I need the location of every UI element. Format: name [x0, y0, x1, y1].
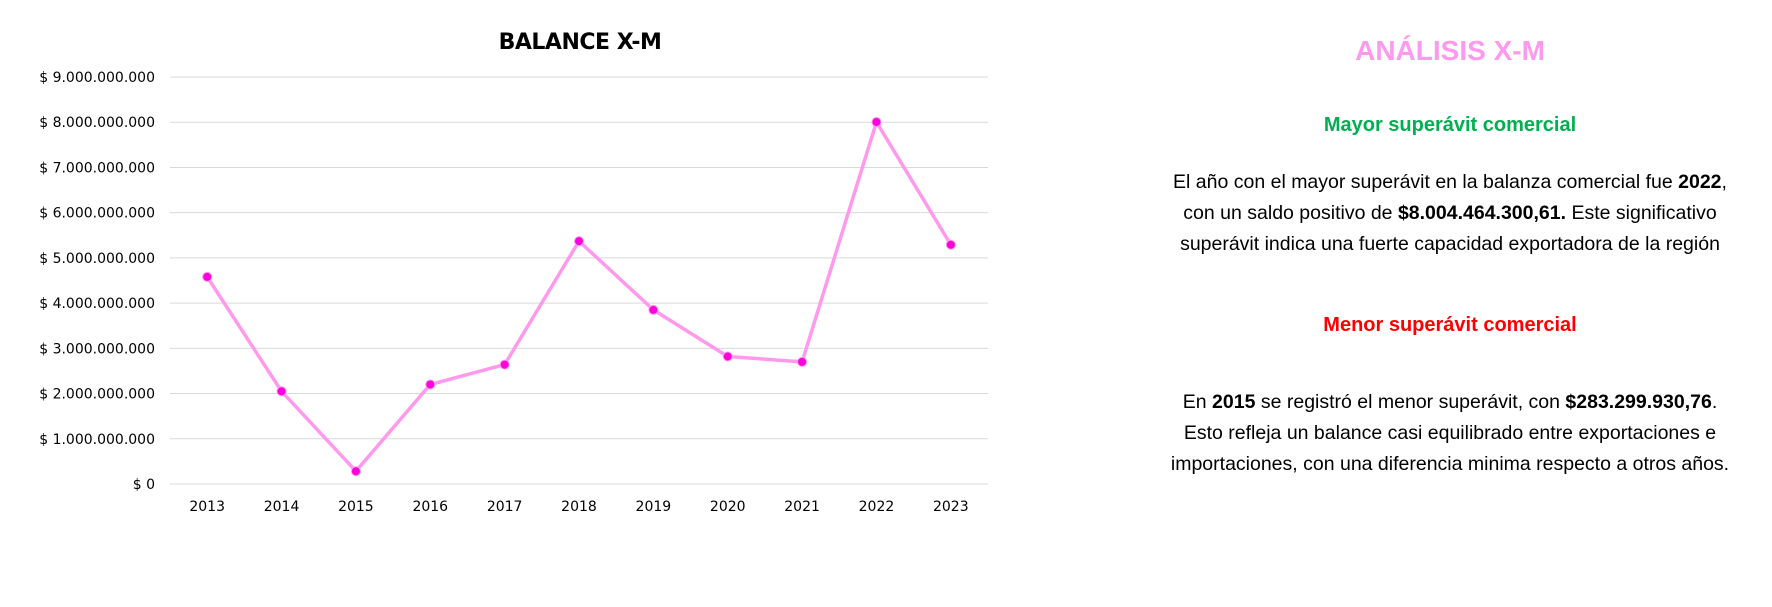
- x-tick-label: 2022: [859, 499, 895, 515]
- max-surplus-heading: Mayor superávit comercial: [1323, 114, 1577, 136]
- body-text: se registró el menor superávit, con: [1255, 391, 1566, 413]
- chart-title: BALANCE X-M: [498, 30, 662, 55]
- data-point: [945, 239, 956, 250]
- y-tick-label: $ 8.000.000.000: [39, 115, 155, 131]
- x-tick-label: 2020: [710, 499, 746, 515]
- x-axis-labels: 2013 2014 2015 2016 2017 2018 2019 2020 2021 2022…: [189, 499, 968, 515]
- x-tick-label: 2023: [933, 499, 969, 515]
- data-point: [722, 351, 733, 362]
- analysis-panel: ANÁLISIS X-M Mayor superávit comercial E…: [1150, 0, 1750, 607]
- x-tick-label: 2018: [561, 499, 597, 515]
- x-tick-label: 2016: [412, 499, 448, 515]
- highlight-value: $8.004.464.300,61.: [1397, 202, 1567, 224]
- max-surplus-text: El año con el mayor superávit en la bala…: [1165, 167, 1735, 260]
- min-surplus-heading: Menor superávit comercial: [1323, 314, 1577, 336]
- chart-panel: BALANCE X-M $ 0 $ 1.000.000.000 $ 2.000.00…: [39, 30, 988, 515]
- line-chart: $ 0 $ 1.000.000.000 $ 2.000.000.000 $ 3.000…: [39, 70, 988, 515]
- body-text: , con un saldo positivo de: [1183, 171, 1727, 224]
- y-tick-label: $ 0: [133, 477, 155, 493]
- body-text: Este significativo superávit indica una …: [1180, 202, 1720, 255]
- x-tick-label: 2015: [338, 499, 374, 515]
- grid-lines: [170, 76, 988, 485]
- y-tick-label: $ 1.000.000.000: [39, 432, 155, 448]
- y-tick-label: $ 2.000.000.000: [39, 387, 155, 403]
- y-axis-labels: $ 0 $ 1.000.000.000 $ 2.000.000.000 $ 3.000…: [39, 70, 155, 493]
- series-line: [205, 120, 953, 473]
- data-point: [797, 356, 808, 367]
- y-tick-label: $ 4.000.000.000: [39, 296, 155, 312]
- body-text: El año con el mayor superávit en la bala…: [1173, 171, 1679, 193]
- data-point: [871, 117, 882, 128]
- data-point: [425, 379, 436, 390]
- x-tick-label: 2014: [264, 499, 300, 515]
- series-markers: [202, 117, 956, 477]
- data-point: [350, 466, 361, 477]
- series-balance: [205, 120, 953, 473]
- y-tick-label: $ 9.000.000.000: [39, 70, 155, 86]
- body-text: En: [1182, 391, 1213, 413]
- y-tick-label: $ 3.000.000.000: [39, 341, 155, 357]
- data-point: [276, 386, 287, 397]
- y-tick-label: $ 5.000.000.000: [39, 251, 155, 267]
- highlight-value: $283.299.930,76: [1565, 391, 1712, 413]
- body-text: . Esto refleja un balance casi equilibra…: [1170, 391, 1730, 475]
- y-tick-label: $ 6.000.000.000: [39, 206, 155, 222]
- data-point: [648, 304, 659, 315]
- data-point: [574, 236, 584, 247]
- x-tick-label: 2019: [636, 499, 672, 515]
- y-tick-label: $ 7.000.000.000: [39, 160, 155, 176]
- data-point: [499, 359, 510, 370]
- highlight-value: 2022: [1678, 171, 1722, 193]
- analysis-title: ANÁLISIS X-M: [1355, 35, 1545, 66]
- highlight-value: 2015: [1212, 391, 1256, 413]
- x-tick-label: 2017: [487, 499, 523, 515]
- data-point: [202, 271, 213, 282]
- x-tick-label: 2013: [189, 499, 225, 515]
- x-tick-label: 2021: [784, 499, 820, 515]
- min-surplus-text: En 2015 se registró el menor superávit, …: [1165, 387, 1735, 480]
